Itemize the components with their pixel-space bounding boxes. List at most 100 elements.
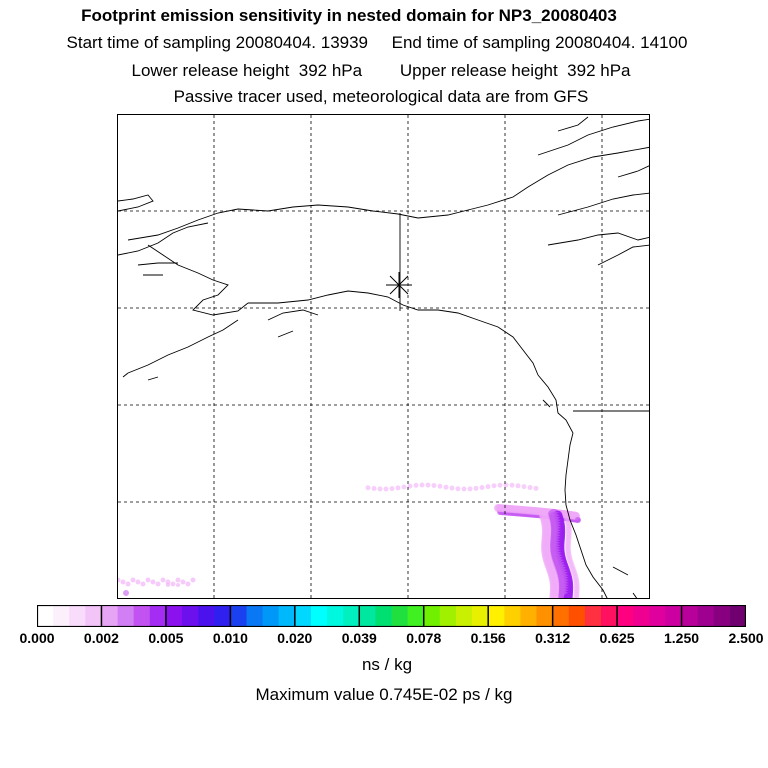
colorbar-tick-label: 0.020 xyxy=(277,630,313,646)
colorbar-swatch xyxy=(455,605,473,627)
colorbar-tick-label: 0.312 xyxy=(535,630,571,646)
plume-cell xyxy=(383,486,389,492)
colorbar-tick-label: 0.000 xyxy=(19,630,55,646)
plume-cell xyxy=(419,482,425,488)
colorbar-tick-label: 0.078 xyxy=(406,630,442,646)
plume-cell xyxy=(509,482,515,488)
colorbar-swatch xyxy=(198,605,215,627)
map-panel xyxy=(117,114,650,599)
plume-cell xyxy=(413,482,419,488)
plume-cell xyxy=(118,577,121,583)
colorbar-tick-label: 0.039 xyxy=(341,630,377,646)
plume-cell xyxy=(371,485,377,491)
colorbar-swatch xyxy=(85,605,102,627)
plume-cell xyxy=(401,484,407,490)
colorbar-swatch xyxy=(600,605,618,627)
plume-cell xyxy=(125,581,131,587)
colorbar-swatch xyxy=(439,605,457,627)
plume-cell xyxy=(176,583,180,587)
plume-cell xyxy=(497,482,503,488)
colorbar-swatch xyxy=(230,605,247,627)
colorbar-border xyxy=(37,605,746,627)
plume-cell xyxy=(130,577,136,583)
colorbar-tick-label: 0.156 xyxy=(470,630,506,646)
colorbar-swatch xyxy=(278,605,296,627)
colorbar-swatch xyxy=(504,605,521,627)
colorbar-tick-label: 1.250 xyxy=(664,630,700,646)
colorbar xyxy=(37,605,746,627)
colorbar-swatch xyxy=(149,605,167,627)
plume-cell xyxy=(120,579,126,585)
colorbar-swatch xyxy=(262,605,280,627)
map-canvas xyxy=(118,115,649,598)
colorbar-swatch xyxy=(649,605,666,627)
plume-cell xyxy=(166,583,170,587)
colorbar-swatch xyxy=(697,605,715,627)
plume-cell xyxy=(573,594,580,598)
colorbar-tick-label: 0.002 xyxy=(83,630,119,646)
plume-cell xyxy=(461,486,467,492)
colorbar-tick-label: 0.010 xyxy=(212,630,248,646)
colorbar-swatch xyxy=(37,605,54,627)
colorbar-swatch xyxy=(69,605,86,627)
colorbar-swatch xyxy=(343,605,360,627)
plume-cell xyxy=(175,577,181,583)
plume-cell xyxy=(515,483,521,489)
plume-cell xyxy=(145,577,151,583)
plume-cell xyxy=(491,483,497,489)
colorbar-swatch xyxy=(310,605,328,627)
colorbar-swatch xyxy=(53,605,70,627)
plume-cell xyxy=(170,581,176,587)
colorbar-swatch xyxy=(536,605,554,627)
plume-cell xyxy=(165,579,171,585)
plume-cell xyxy=(150,579,156,585)
colorbar-swatch xyxy=(729,605,746,627)
plume-cell xyxy=(407,483,413,489)
colorbar-swatch xyxy=(713,605,731,627)
colorbar-swatch xyxy=(101,605,119,627)
plume-cell xyxy=(431,483,437,489)
plume-cell xyxy=(389,486,395,492)
plume-cell xyxy=(437,483,443,489)
plume-cell xyxy=(467,486,473,492)
colorbar-swatch xyxy=(359,605,376,627)
plume-cell xyxy=(185,581,191,587)
plume-cell xyxy=(449,485,455,491)
plume-cell xyxy=(549,592,560,598)
plume-cell xyxy=(473,485,479,491)
colorbar-swatch xyxy=(423,605,441,627)
plume-cell xyxy=(140,581,146,587)
plume-cell xyxy=(365,485,371,491)
colorbar-swatch xyxy=(133,605,151,627)
colorbar-tick-label: 2.500 xyxy=(728,630,764,646)
colorbar-units: ns / kg xyxy=(361,655,413,674)
plume-cell xyxy=(521,484,527,490)
plume-cell xyxy=(503,482,509,488)
plume-cell xyxy=(377,486,383,492)
plume-cell xyxy=(563,593,573,598)
tracer-info-line: Passive tracer used, meteorological data… xyxy=(173,87,589,106)
plume-cell xyxy=(180,579,186,585)
plume-cell xyxy=(395,485,401,491)
colorbar-swatch xyxy=(214,605,231,627)
colorbar-swatch xyxy=(246,605,264,627)
maximum-value-label: Maximum value 0.745E-02 ps / kg xyxy=(255,685,513,704)
colorbar-swatch xyxy=(375,605,392,627)
plume-cell xyxy=(190,577,196,583)
colorbar-tick-label: 0.005 xyxy=(148,630,184,646)
colorbar-swatch xyxy=(681,605,699,627)
plume-cell xyxy=(527,485,533,491)
colorbar-swatch xyxy=(584,605,602,627)
plume-cell xyxy=(123,590,129,596)
colorbar-swatch xyxy=(520,605,538,627)
release-point-marker xyxy=(386,272,412,298)
plume-cell xyxy=(533,485,539,491)
plume-cell xyxy=(425,482,431,488)
plume-cell xyxy=(135,579,141,585)
colorbar-swatch xyxy=(407,605,425,627)
colorbar-swatch xyxy=(182,605,199,627)
graticule xyxy=(118,115,649,598)
plume-cell xyxy=(485,484,491,490)
plume-cell xyxy=(479,485,485,491)
colorbar-swatch xyxy=(552,605,570,627)
